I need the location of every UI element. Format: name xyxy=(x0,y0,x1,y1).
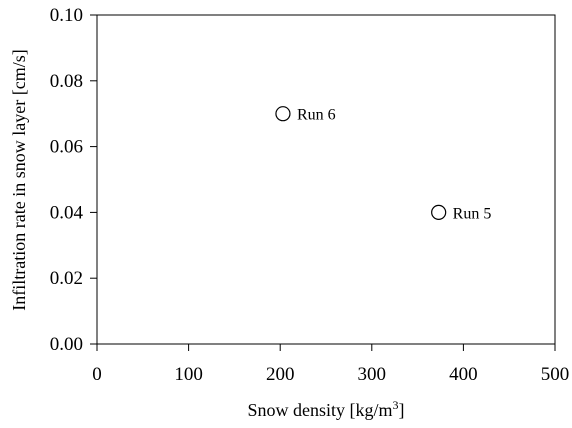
x-axis-title-prefix: Snow density [kg/m xyxy=(247,400,392,420)
y-tick-label: 0.02 xyxy=(50,268,83,289)
plot-frame xyxy=(96,14,556,345)
x-tick-label: 300 xyxy=(358,364,387,385)
y-tick-label: 0.00 xyxy=(50,334,83,355)
x-tick-label: 400 xyxy=(449,364,478,385)
y-tick-label: 0.10 xyxy=(50,5,83,26)
y-tick-label: 0.08 xyxy=(50,71,83,92)
x-tick-label: 0 xyxy=(92,364,102,385)
y-tick-label: 0.06 xyxy=(50,137,83,158)
data-point-marker xyxy=(275,106,291,122)
x-axis-title-suffix: ] xyxy=(399,400,405,420)
y-tick-label: 0.04 xyxy=(50,202,84,223)
x-axis-title: Snow density [kg/m3] xyxy=(247,398,404,420)
data-point-label: Run 5 xyxy=(453,205,492,222)
data-points: Run 6 Run 5 xyxy=(275,106,492,222)
y-axis: 0.00 0.02 0.04 0.06 0.08 0.10 xyxy=(50,5,97,355)
x-tick-label: 500 xyxy=(541,364,570,385)
data-point-marker xyxy=(431,204,447,220)
y-axis-title: Infiltration rate in snow layer [cm/s] xyxy=(9,49,29,310)
data-point-label: Run 6 xyxy=(297,107,336,124)
x-tick-label: 100 xyxy=(174,364,203,385)
x-axis: 0 100 200 300 400 500 xyxy=(92,344,569,385)
x-tick-label: 200 xyxy=(266,364,295,385)
x-axis-title-sup: 3 xyxy=(393,398,399,412)
